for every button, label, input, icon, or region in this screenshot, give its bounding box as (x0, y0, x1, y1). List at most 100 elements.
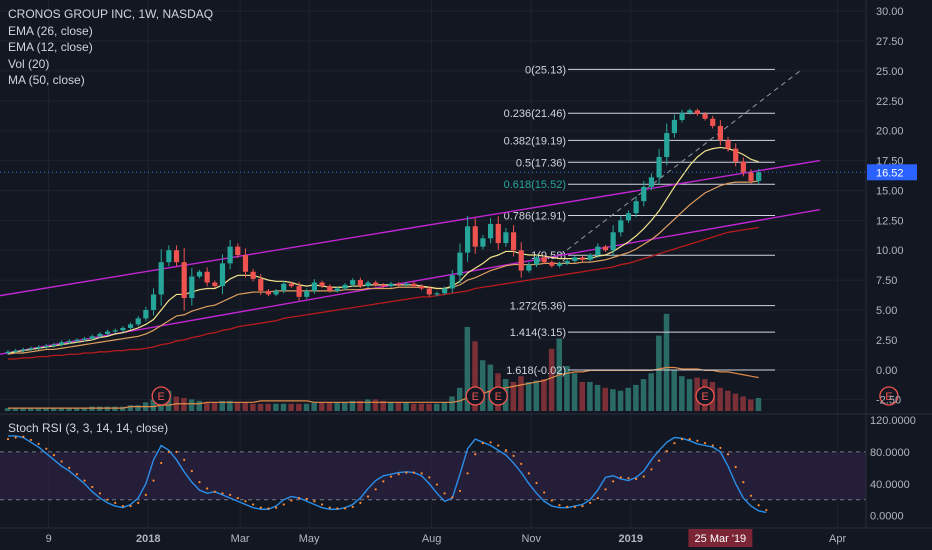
candle (403, 281, 409, 287)
candle (143, 306, 149, 322)
indicator-ema12[interactable]: EMA (12, close) (8, 40, 93, 54)
volume-bar (426, 403, 432, 411)
earnings-label: E (495, 391, 502, 403)
volume-bar (380, 400, 386, 411)
candle-body (648, 177, 655, 187)
candle (212, 280, 218, 288)
stoch-rsi-d-point (749, 494, 753, 497)
fib-level-label: 0.5(17.36) (516, 157, 566, 169)
candle-body (327, 286, 333, 291)
stoch-rsi-d-point (366, 495, 370, 498)
candle-body (740, 161, 746, 173)
candle (756, 168, 762, 184)
volume-bar (250, 403, 256, 411)
fib-trend-line (559, 68, 803, 256)
stoch-rsi-d-point (160, 461, 163, 465)
candle-body (710, 118, 716, 126)
stoch-rsi-d-point (405, 471, 408, 474)
candle-body (143, 309, 149, 319)
stoch-rsi-d-point (175, 450, 178, 453)
candle (66, 339, 72, 345)
stoch-rsi-d-point (642, 475, 645, 478)
candle (304, 288, 310, 299)
volume-bar (50, 408, 57, 411)
trend-channel (0, 159, 821, 355)
stoch-rsi-d-point (374, 488, 377, 491)
volume-bar (181, 397, 187, 411)
rsi-tick-label: 40.0000 (870, 479, 910, 491)
stoch-rsi-d-point (451, 496, 454, 499)
volume-bar (617, 390, 624, 411)
volume-bar (349, 400, 356, 411)
candle (242, 248, 249, 278)
candle (717, 120, 723, 146)
candle-body (166, 250, 172, 263)
indicator-volume[interactable]: Vol (20) (8, 56, 50, 71)
candle-body (411, 283, 417, 287)
stoch-rsi-d-point (604, 488, 607, 491)
candle-body (135, 318, 141, 325)
stoch-rsi-d-point (619, 476, 622, 479)
candle-body (503, 232, 509, 244)
stoch-rsi-d-point (688, 438, 691, 441)
candle (104, 329, 111, 336)
stoch-rsi-d-point (297, 496, 301, 500)
candle-body (587, 255, 593, 260)
volume-bar (319, 402, 325, 411)
candle-body (449, 275, 455, 289)
candle (273, 289, 279, 297)
candle-body (579, 257, 586, 260)
stoch-rsi-d-point (535, 481, 538, 485)
earnings-label: E (701, 391, 708, 403)
volume-bar (388, 402, 394, 411)
stoch-rsi-d-point (466, 472, 469, 475)
fib-level-label: 1.272(5.36) (510, 301, 566, 313)
candle-body (273, 290, 279, 295)
candle-body (487, 223, 494, 239)
candle (227, 239, 233, 270)
stoch-rsi-d-point (275, 506, 278, 509)
time-tick-label: Mar (231, 533, 250, 545)
candle (74, 338, 80, 343)
candle (173, 245, 180, 267)
candle (748, 169, 754, 184)
price-tick-label: 10.00 (876, 245, 904, 257)
candle (204, 267, 210, 287)
volume-bar (732, 393, 739, 411)
candle (510, 225, 517, 257)
stoch-rsi-d-point (543, 491, 546, 494)
candle-body (258, 278, 264, 291)
candle (533, 254, 540, 268)
price-tick-label: 20.00 (876, 126, 904, 138)
volume-bar (410, 403, 417, 411)
volume-bar (326, 402, 333, 411)
stoch-rsi-d-point (550, 499, 553, 502)
candle (196, 269, 203, 279)
volume-bar (296, 403, 302, 411)
candle (235, 243, 241, 258)
last-price-label: 16.52 (876, 167, 904, 179)
candle (503, 227, 509, 247)
stoch-rsi-d-point (320, 503, 324, 506)
stoch-rsi-d-point (458, 489, 462, 493)
stoch-rsi-d-point (328, 506, 331, 509)
candle (189, 267, 195, 306)
indicator-ema26[interactable]: EMA (26, close) (8, 23, 93, 38)
candle (120, 326, 126, 333)
stoch-rsi-d-point (397, 473, 400, 476)
volume-bar (273, 403, 279, 411)
volume-bar (479, 360, 486, 411)
stoch-rsi-d-point (213, 490, 216, 493)
volume-bar (204, 402, 210, 411)
fib-level-label: 0.382(19.19) (504, 135, 566, 147)
candle (5, 350, 11, 355)
indicator-ma50[interactable]: MA (50, close) (8, 73, 85, 87)
volume-bar (104, 406, 111, 411)
candle (710, 115, 716, 129)
stoch-rsi-label[interactable]: Stoch RSI (3, 3, 14, 14, close) (8, 421, 169, 435)
candle-body (472, 226, 478, 247)
candle-body (510, 232, 517, 251)
stoch-rsi-d-point (696, 439, 699, 442)
volume-bar (663, 313, 670, 411)
